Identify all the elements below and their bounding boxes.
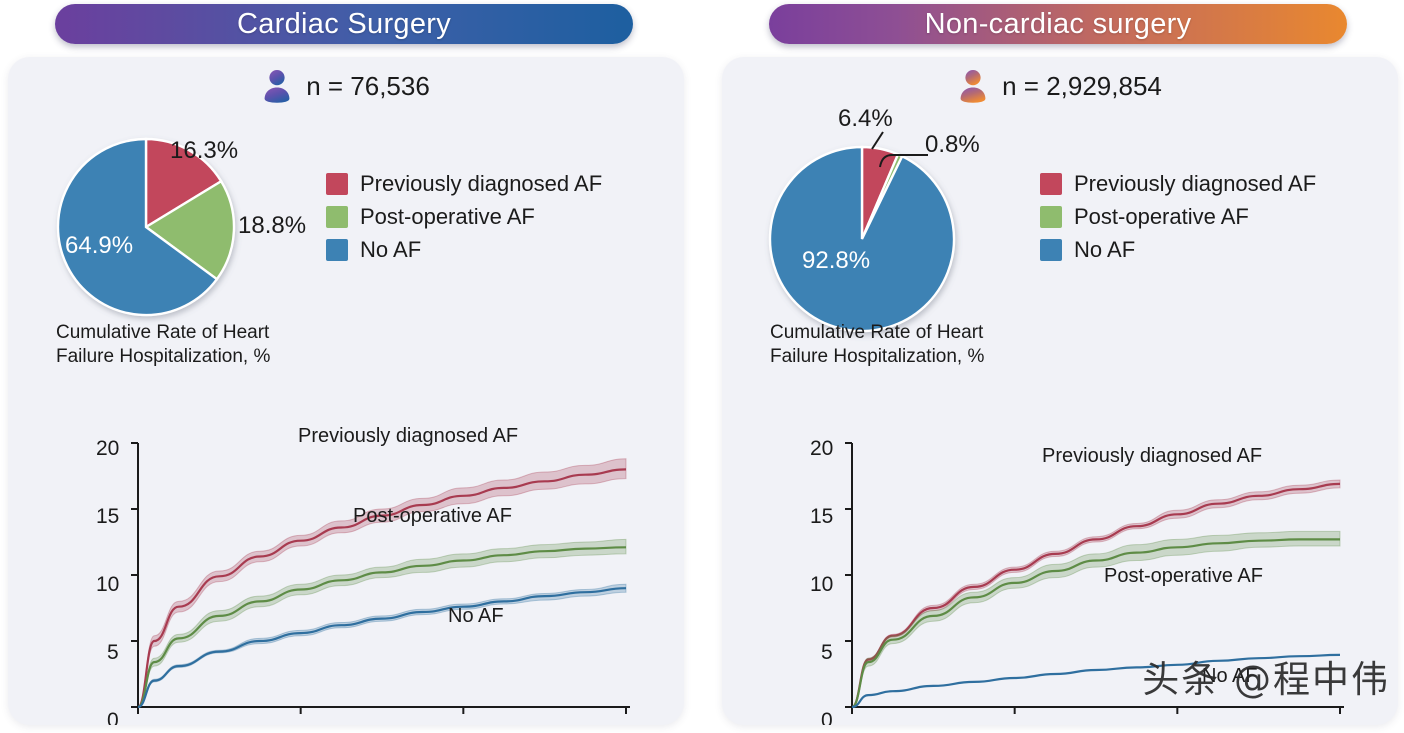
legend-label-blue: No AF [1074, 236, 1136, 262]
legend-noncardiac: Previously diagnosed AF Post-operative A… [1040, 167, 1316, 266]
y-tick-0-cardiac: 0 [107, 709, 119, 725]
watermark: 头条 @程中伟 [1142, 658, 1390, 701]
y-axis-title-cardiac: Cumulative Rate of Heart Failure Hospita… [56, 322, 271, 367]
line-chart-cardiac [131, 442, 630, 714]
y-tick-20-noncardiac: 20 [810, 437, 834, 460]
pie-block-cardiac: 16.3% 18.8% 64.9% Previously diagnosed A… [8, 117, 684, 347]
legend-cardiac: Previously diagnosed AF Post-operative A… [326, 167, 602, 266]
legend-item-post-operative-af: Post-operative AF [326, 200, 602, 233]
y-tick-10-noncardiac: 10 [810, 573, 834, 596]
line-chart-block-noncardiac: Cumulative Rate of Heart Failure Hospita… [722, 315, 1398, 725]
curve-label-no-af-noncardiac: No AF [1202, 665, 1258, 687]
legend-swatch-blue [326, 238, 348, 261]
curve-label-post-operative-af-cardiac: Post-operative AF [353, 505, 512, 527]
pie-slice-blue-noncardiac [768, 145, 956, 333]
panel-non-cardiac-surgery: Non-cardiac surgery n = 2,929,854 [714, 0, 1404, 733]
legend-label-red: Previously diagnosed AF [360, 170, 603, 196]
sample-size-noncardiac: n = 2,929,854 [1002, 70, 1162, 101]
legend-item-no-af: No AF [1040, 233, 1316, 266]
line-chart-noncardiac [845, 442, 1344, 714]
legend-item-post-operative-af: Post-operative AF [1040, 200, 1316, 233]
y-tick-15-cardiac: 15 [96, 505, 120, 528]
curve-label-previously-diagnosed-af-cardiac: Previously diagnosed AF [298, 425, 519, 447]
y-tick-15-noncardiac: 15 [810, 505, 834, 528]
legend-label-green: Post-operative AF [1074, 203, 1249, 229]
panel-card-cardiac: n = 76,536 16.3% [8, 57, 684, 725]
person-icon [264, 70, 290, 103]
leader-line-red [871, 131, 884, 150]
legend-label-red: Previously diagnosed AF [1074, 170, 1317, 196]
pie-label-blue-cardiac: 64.9% [65, 232, 134, 259]
sample-size-row-noncardiac: n = 2,929,854 [722, 69, 1398, 103]
pie-block-noncardiac: 6.4% 0.8% 92.8% Previously diagnosed AF … [722, 105, 1398, 347]
legend-swatch-red [1040, 172, 1062, 195]
pie-slice-green-cardiac [143, 179, 236, 281]
panel-title-pill-cardiac: Cardiac Surgery [55, 4, 633, 44]
curve-label-post-operative-af-noncardiac: Post-operative AF [1104, 565, 1263, 587]
panel-cardiac-surgery: Cardiac Surgery n = 76,536 [0, 0, 690, 733]
legend-swatch-green [1040, 205, 1062, 228]
panel-title-pill-noncardiac: Non-cardiac surgery [769, 4, 1347, 44]
y-tick-5-cardiac: 5 [107, 641, 119, 664]
pie-label-red-noncardiac: 6.4% [838, 105, 893, 132]
pie-label-green-noncardiac: 0.8% [925, 131, 980, 158]
y-tick-20-cardiac: 20 [96, 437, 120, 460]
pie-chart-noncardiac [768, 131, 956, 333]
person-icon [960, 70, 986, 103]
curve-label-previously-diagnosed-af-noncardiac: Previously diagnosed AF [1042, 445, 1263, 467]
legend-swatch-blue [1040, 238, 1062, 261]
panel-title-cardiac: Cardiac Surgery [236, 7, 452, 40]
y-tick-0-noncardiac: 0 [821, 709, 833, 725]
legend-item-previously-diagnosed-af: Previously diagnosed AF [326, 167, 602, 200]
sample-size-cardiac: n = 76,536 [306, 70, 430, 101]
panel-title-noncardiac: Non-cardiac surgery [924, 7, 1192, 40]
legend-label-blue: No AF [360, 236, 422, 262]
leader-line-green [879, 154, 928, 168]
legend-item-no-af: No AF [326, 233, 602, 266]
pie-label-red-cardiac: 16.3% [170, 137, 239, 164]
pie-slice-red-cardiac [144, 137, 223, 230]
pie-label-blue-noncardiac: 92.8% [802, 247, 871, 274]
pie-chart-cardiac [56, 137, 236, 317]
pie-slice-blue-cardiac [56, 137, 219, 317]
sample-size-row-cardiac: n = 76,536 [8, 69, 684, 103]
y-axis-title-noncardiac: Cumulative Rate of Heart Failure Hospita… [770, 322, 985, 367]
legend-label-green: Post-operative AF [360, 203, 535, 229]
panel-card-noncardiac: n = 2,929,854 [722, 57, 1398, 725]
legend-swatch-green [326, 205, 348, 228]
line-chart-block-cardiac: Cumulative Rate of Heart Failure Hospita… [8, 315, 684, 725]
curve-label-no-af-cardiac: No AF [448, 605, 504, 627]
pie-label-green-cardiac: 18.8% [238, 212, 307, 239]
legend-item-previously-diagnosed-af: Previously diagnosed AF [1040, 167, 1316, 200]
legend-swatch-red [326, 172, 348, 195]
y-tick-10-cardiac: 10 [96, 573, 120, 596]
y-tick-5-noncardiac: 5 [821, 641, 833, 664]
